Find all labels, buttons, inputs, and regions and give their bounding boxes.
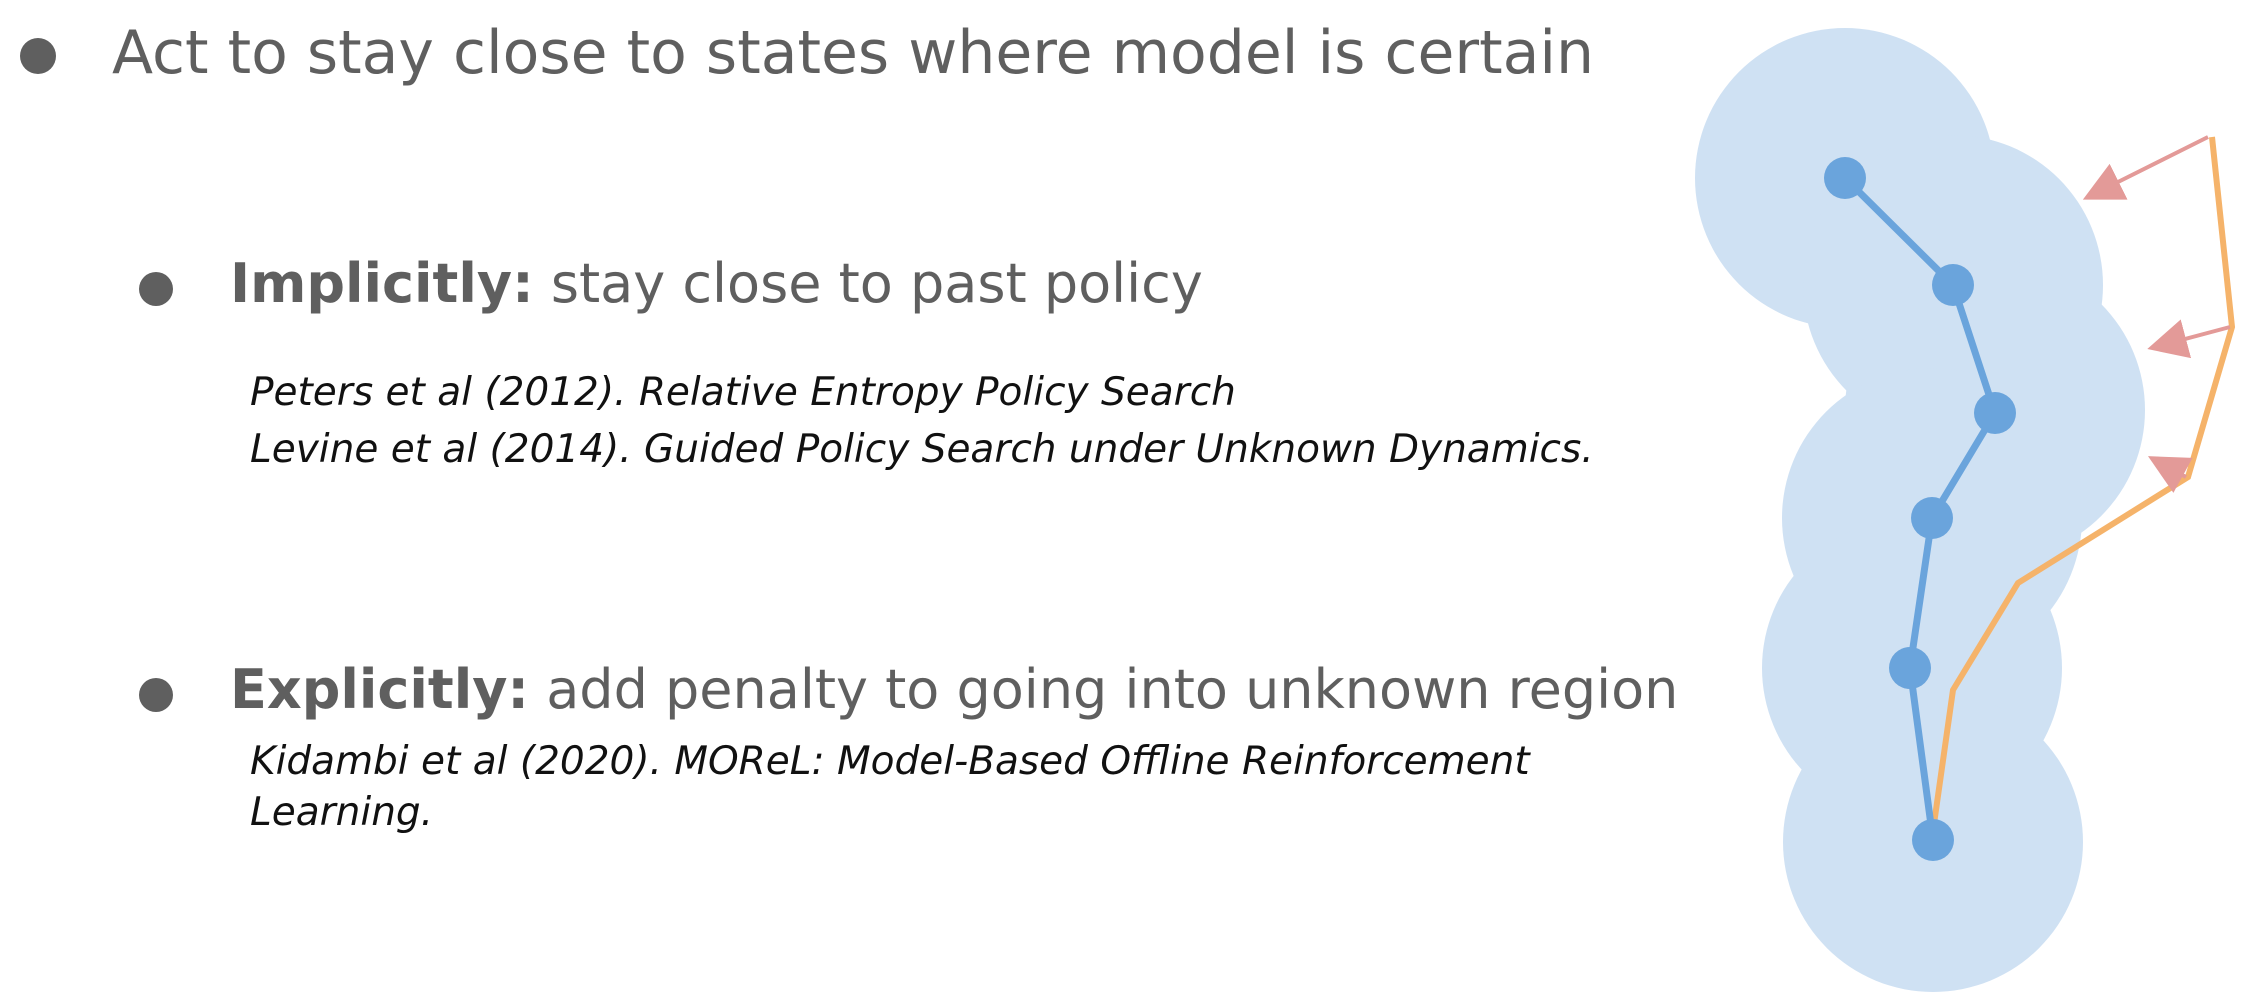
reference-levine: Levine et al (2014). Guided Policy Searc…	[250, 427, 1594, 472]
state-node	[1824, 157, 1866, 199]
penalty-arrow	[2147, 456, 2193, 493]
implicit-text: stay close to past policy	[533, 252, 1203, 315]
policy-trajectory	[1929, 136, 2236, 839]
implicit-bullet: Implicitly: stay close to past policy	[230, 252, 1203, 315]
state-node	[1911, 497, 1953, 539]
explicit-text: add penalty to going into unknown region	[529, 658, 1679, 721]
explicit-term: Explicitly:	[230, 658, 530, 721]
reference-kidambi-line2: Learning.	[250, 790, 434, 835]
main-bullet-dot	[20, 38, 56, 74]
penalty-arrows	[2082, 135, 2231, 493]
state-node	[1932, 264, 1974, 306]
explicit-bullet-dot	[139, 678, 173, 712]
reference-peters: Peters et al (2012). Relative Entropy Po…	[250, 370, 1236, 415]
data-trajectory	[1842, 175, 1999, 841]
state-node	[1974, 392, 2016, 434]
state-node	[1912, 819, 1954, 861]
implicit-bullet-dot	[139, 272, 173, 306]
state-node	[1889, 647, 1931, 689]
penalty-arrow	[2147, 319, 2231, 359]
reference-kidambi-line1: Kidambi et al (2020). MOReL: Model-Based…	[250, 739, 1530, 784]
trajectory-states	[1824, 157, 2016, 861]
main-bullet-text: Act to stay close to states where model …	[112, 18, 1595, 88]
penalty-arrow	[2082, 135, 2209, 200]
explicit-bullet: Explicitly: add penalty to going into un…	[230, 658, 1678, 721]
implicit-term: Implicitly:	[230, 252, 534, 315]
